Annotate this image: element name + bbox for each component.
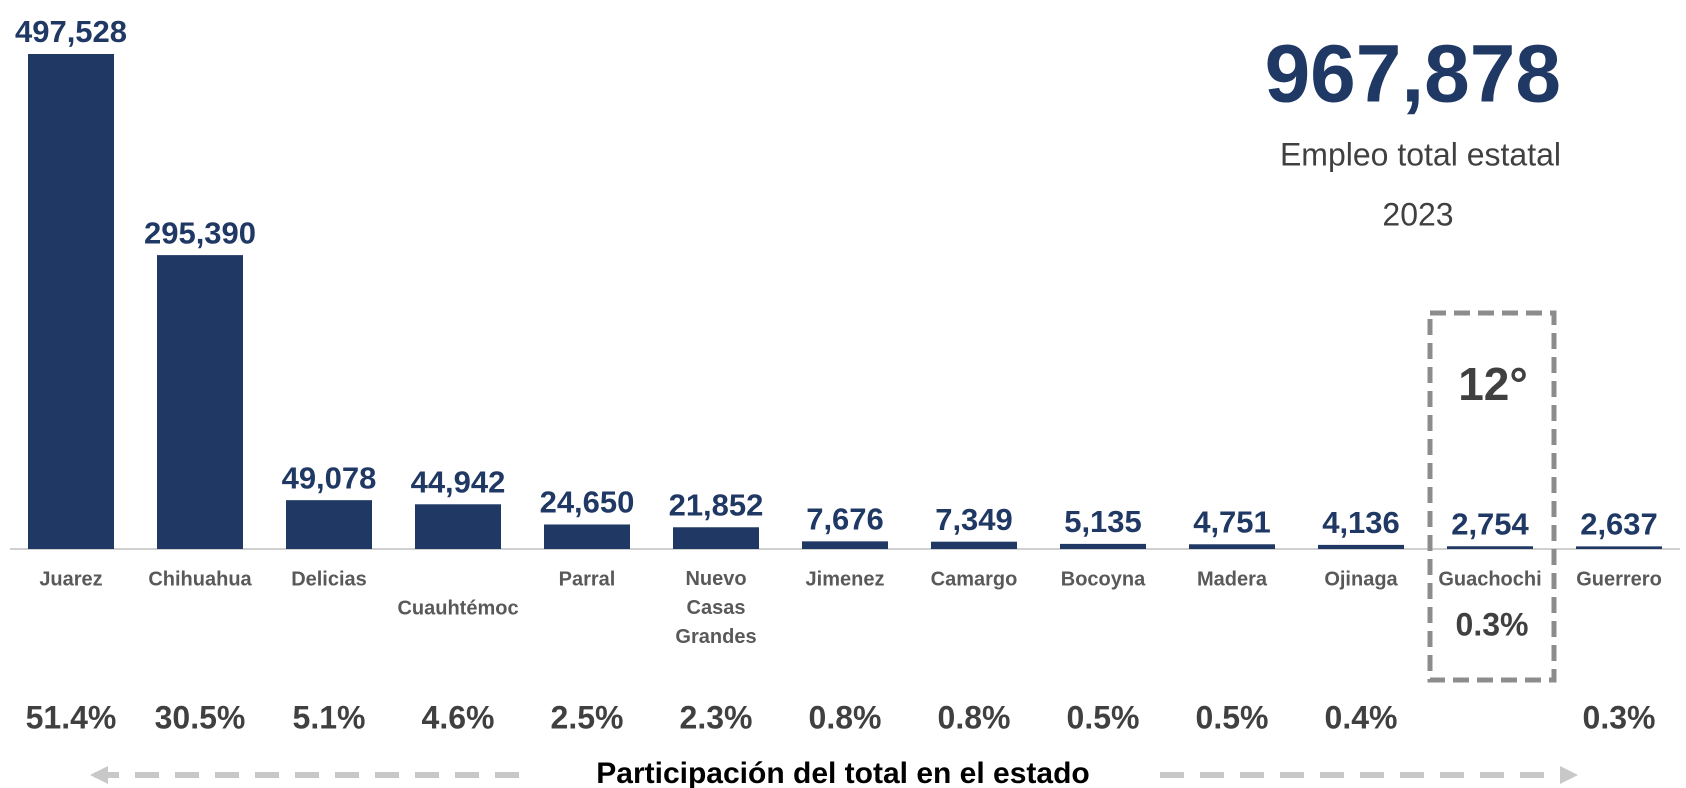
bar [1189, 544, 1275, 549]
x-tick-label: Ojinaga [1324, 568, 1398, 590]
bar [673, 527, 759, 549]
arrow-right-head [1560, 766, 1578, 784]
bar [802, 541, 888, 549]
value-label: 2,754 [1451, 506, 1529, 541]
share-label: 30.5% [155, 699, 246, 735]
share-label: 0.5% [1067, 699, 1140, 735]
value-label: 44,942 [411, 464, 506, 499]
bar [1576, 546, 1662, 549]
bar [286, 500, 372, 549]
share-label: 0.8% [809, 699, 882, 735]
highlight-box [1427, 310, 1557, 683]
arrow-left-head [90, 766, 108, 784]
bar [544, 524, 630, 549]
share-label: 0.3% [1583, 699, 1656, 735]
share-label: 0.4% [1325, 699, 1398, 735]
bar [1318, 544, 1404, 549]
x-tick-label: Cuauhtémoc [397, 597, 518, 619]
share-label: 0.3% [1456, 606, 1529, 642]
value-label: 4,751 [1193, 504, 1271, 539]
value-label: 24,650 [540, 485, 635, 520]
share-label: 2.5% [551, 699, 624, 735]
x-tick-label: Chihuahua [148, 568, 252, 590]
x-tick-label: Madera [1197, 568, 1268, 590]
value-label: 21,852 [669, 487, 764, 522]
x-tick-label: Guachochi [1438, 568, 1541, 590]
x-tick-label: Parral [559, 568, 616, 590]
x-tick-label: Juarez [39, 568, 102, 590]
bar [157, 255, 243, 550]
bar [1060, 543, 1146, 549]
footer: Participación del total en el estado [596, 757, 1089, 788]
share-label: 4.6% [422, 699, 495, 735]
value-label: 295,390 [144, 215, 256, 250]
share-label: 0.8% [938, 699, 1011, 735]
x-tick-label: Jimenez [806, 568, 885, 590]
bar [415, 504, 501, 549]
share-label: 51.4% [26, 699, 117, 735]
value-label: 2,637 [1580, 507, 1658, 542]
total-value: 967,878 [1265, 29, 1561, 120]
rank-label: 12° [1458, 358, 1528, 410]
bar [1447, 546, 1533, 549]
x-tick-label: Delicias [291, 568, 367, 590]
x-tick-label: Guerrero [1576, 568, 1662, 590]
subtitle: Empleo total estatal [1280, 136, 1561, 172]
value-label: 5,135 [1064, 504, 1142, 539]
year: 2023 [1382, 196, 1453, 232]
value-label: 49,078 [282, 460, 377, 495]
share-label: 5.1% [293, 699, 366, 735]
value-label: 7,349 [935, 502, 1013, 537]
bar [28, 54, 114, 549]
value-label: 4,136 [1322, 505, 1400, 540]
value-label: 7,676 [806, 502, 884, 537]
share-label: 0.5% [1196, 699, 1269, 735]
x-tick-label: Bocoyna [1061, 568, 1146, 590]
share-label: 2.3% [680, 699, 753, 735]
value-label: 497,528 [15, 14, 127, 49]
x-tick-label: Nuevo Casas Grandes [675, 568, 756, 648]
bar [931, 541, 1017, 549]
x-tick-label: Camargo [931, 568, 1018, 590]
